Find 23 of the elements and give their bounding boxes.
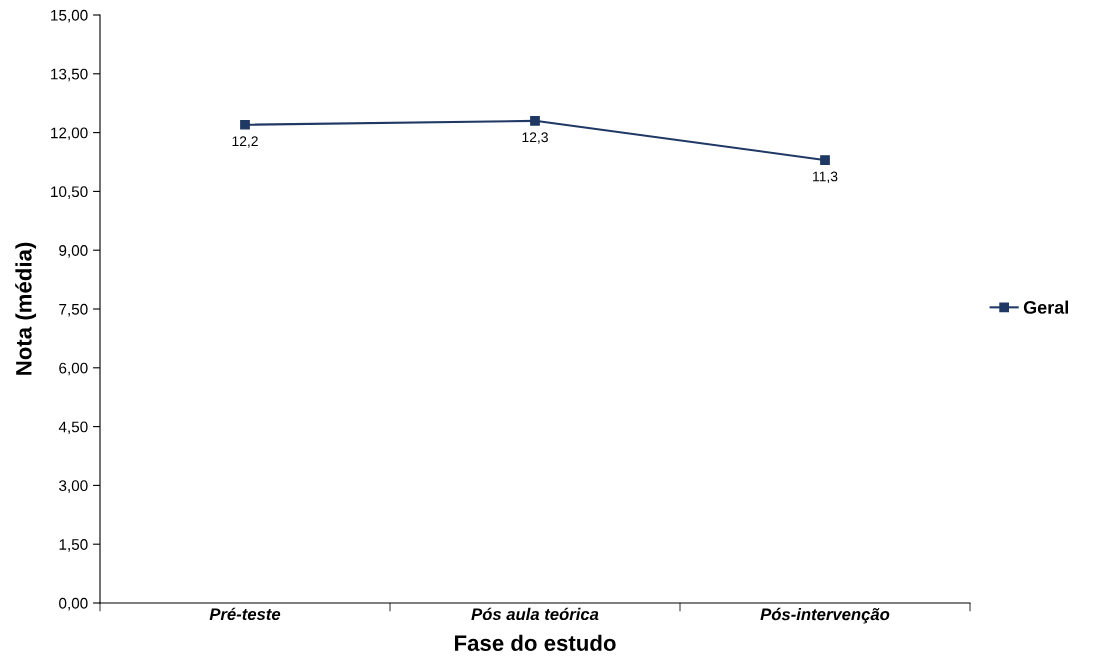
- point: [530, 115, 540, 126]
- data-label: 12,2: [232, 136, 258, 148]
- legend-label: Geral: [1023, 300, 1068, 314]
- data-label: 12,3: [522, 132, 548, 144]
- y-tick-label: 1,50: [59, 539, 88, 552]
- x-tick-label: Pós-intervenção: [760, 607, 890, 624]
- y-tick-label: 7,50: [59, 303, 88, 317]
- y-tick-label: 10,50: [51, 186, 88, 199]
- x-tick-label: Pós aula teórica: [471, 607, 599, 621]
- x-tick-label: Pré-teste: [209, 607, 281, 621]
- x-axis-title: Fase do estudo: [455, 634, 616, 651]
- point: [820, 155, 830, 165]
- y-tick-label: 0,00: [59, 597, 88, 611]
- y-tick-label: 6,00: [59, 362, 88, 376]
- y-tick-label: 3,00: [59, 480, 88, 493]
- y-tick-label: 13,50: [51, 68, 88, 82]
- y-tick-label: 9,00: [59, 245, 88, 258]
- y-tick-label: 12,00: [51, 127, 88, 141]
- point: [240, 119, 250, 130]
- y-tick-label: 15,00: [51, 9, 88, 23]
- data-label: 11,3: [813, 171, 838, 183]
- y-tick-label: 4,50: [58, 421, 88, 435]
- y-axis-title: Nota (média): [15, 242, 37, 375]
